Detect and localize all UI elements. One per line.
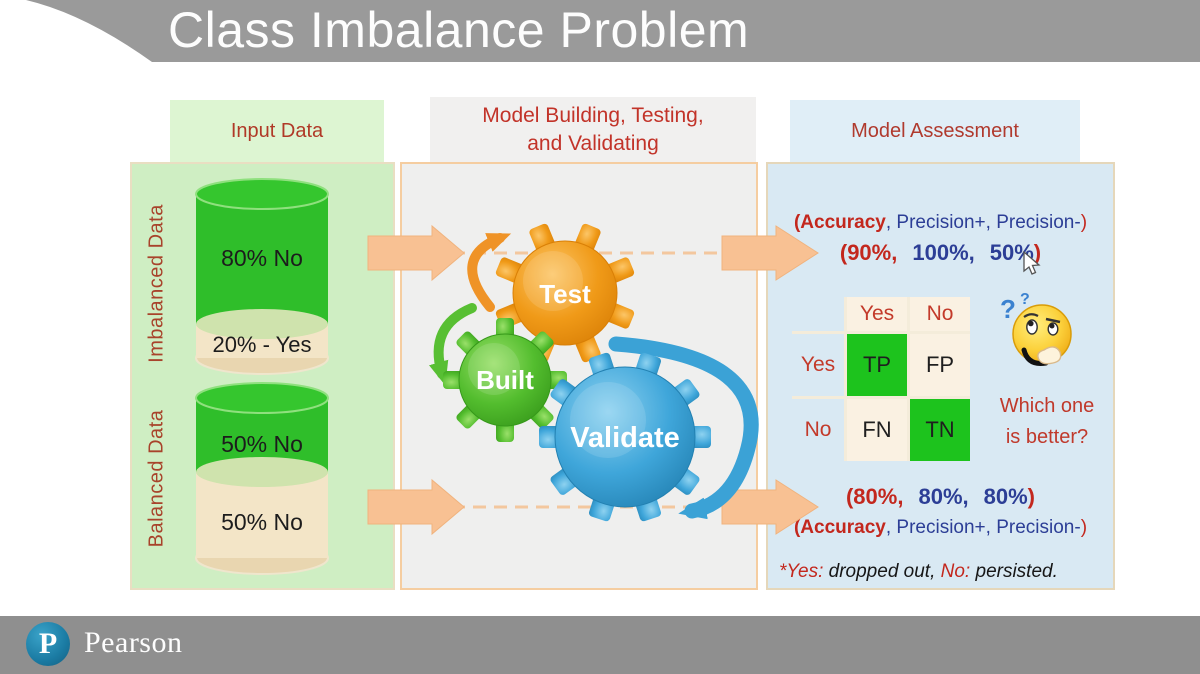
footnote-no: No:: [940, 561, 971, 582]
pearson-logo-icon: P: [26, 622, 70, 666]
emoji-left-eyebrow: [1023, 313, 1039, 318]
emoji-left-pupil: [1028, 320, 1034, 327]
pearson-logo-letter: P: [38, 627, 58, 660]
matrix-cell-tn: TN: [910, 399, 970, 461]
thinking-emoji-icon: ? ?: [1000, 291, 1072, 366]
cylinder-green-body: [196, 194, 328, 324]
metric-accuracy: (Accuracy: [793, 517, 886, 538]
input-data-header: Input Data: [170, 100, 384, 162]
footnote-yes: *Yes:: [779, 561, 824, 582]
emoji-right-eyebrow: [1045, 317, 1061, 324]
which-one-question: Which one is better?: [972, 391, 1122, 453]
question-mark-small-icon: ?: [1020, 291, 1030, 308]
metric-precisions: , Precision+, Precision-: [885, 212, 1081, 233]
bottom-metric-labels: (Accuracy, Precision+, Precision-): [766, 517, 1115, 539]
value-100: 100%,: [912, 240, 975, 265]
balanced-data-label: Balanced Data: [145, 409, 168, 548]
model-building-header-line2: and Validating: [527, 132, 659, 155]
balanced-bottom-value: 50% No: [221, 509, 303, 535]
metric-precisions: , Precision+, Precision-: [885, 517, 1081, 538]
emoji-hand: [1037, 346, 1062, 365]
bottom-metric-values: (80%, 80%, 80%): [766, 484, 1115, 510]
matrix-col-header-yes: Yes: [847, 297, 907, 331]
metric-close-paren: ): [1080, 517, 1088, 538]
metric-close-paren: ): [1080, 212, 1088, 233]
which-line2: is better?: [1005, 426, 1089, 448]
confusion-matrix: Yes No Yes TP FP No FN TN: [792, 297, 970, 461]
emoji-right-pupil: [1049, 323, 1055, 329]
model-building-panel: [400, 162, 758, 590]
imbalanced-top-value: 80% No: [221, 245, 303, 271]
matrix-row-header-no: No: [792, 399, 844, 461]
metric-accuracy: (Accuracy: [793, 212, 886, 233]
value-50: 50%: [989, 240, 1034, 265]
pearson-wordmark: Pearson: [84, 626, 183, 659]
imbalanced-bottom-value: 20% - Yes: [212, 332, 311, 357]
matrix-row-header-yes: Yes: [792, 334, 844, 396]
balanced-top-value: 50% No: [221, 431, 303, 457]
matrix-cell-tp: TP: [847, 334, 907, 396]
matrix-cell-fp: FP: [910, 334, 970, 396]
value-80a: (80%,: [845, 484, 904, 509]
value-90: (90%,: [839, 240, 898, 265]
matrix-cell-fn: FN: [847, 399, 907, 461]
value-close-paren: ): [1027, 484, 1035, 509]
cylinder-fill-line: [196, 457, 328, 487]
page-title: Class Imbalance Problem: [168, 2, 750, 58]
question-mark-icon: ?: [1000, 294, 1016, 324]
cylinder-top-ellipse: [195, 382, 329, 414]
value-close-paren: ): [1033, 240, 1042, 265]
which-line1: Which one: [999, 395, 1095, 417]
value-80b: 80%,: [918, 484, 969, 509]
cylinder-fill-line: [196, 309, 328, 339]
model-building-header: Model Building, Testing, and Validating: [430, 97, 756, 163]
model-building-header-line1: Model Building, Testing,: [482, 103, 704, 127]
footnote-persisted: persisted.: [970, 561, 1058, 582]
banner: [26, 0, 1200, 62]
imbalanced-data-label: Imbalanced Data: [145, 204, 168, 363]
model-assessment-header: Model Assessment: [790, 100, 1080, 162]
footnote-dropped: dropped out,: [823, 561, 941, 582]
footnote: *Yes: dropped out, No: persisted.: [779, 561, 1058, 583]
top-metric-labels: (Accuracy, Precision+, Precision-): [766, 212, 1115, 234]
top-metric-values: (90%, 100%, 50%): [766, 240, 1115, 266]
matrix-col-header-no: No: [910, 297, 970, 331]
balanced-cylinder-icon: 50% No 50% No: [195, 382, 329, 575]
footer-bar: P Pearson: [0, 616, 1200, 674]
banner-shape: [26, 0, 1200, 62]
cylinder-top-ellipse: [195, 178, 329, 210]
value-80c: 80%: [983, 484, 1028, 509]
imbalanced-cylinder-icon: 80% No 20% - Yes: [195, 178, 329, 375]
matrix-corner-cell: [792, 297, 844, 331]
